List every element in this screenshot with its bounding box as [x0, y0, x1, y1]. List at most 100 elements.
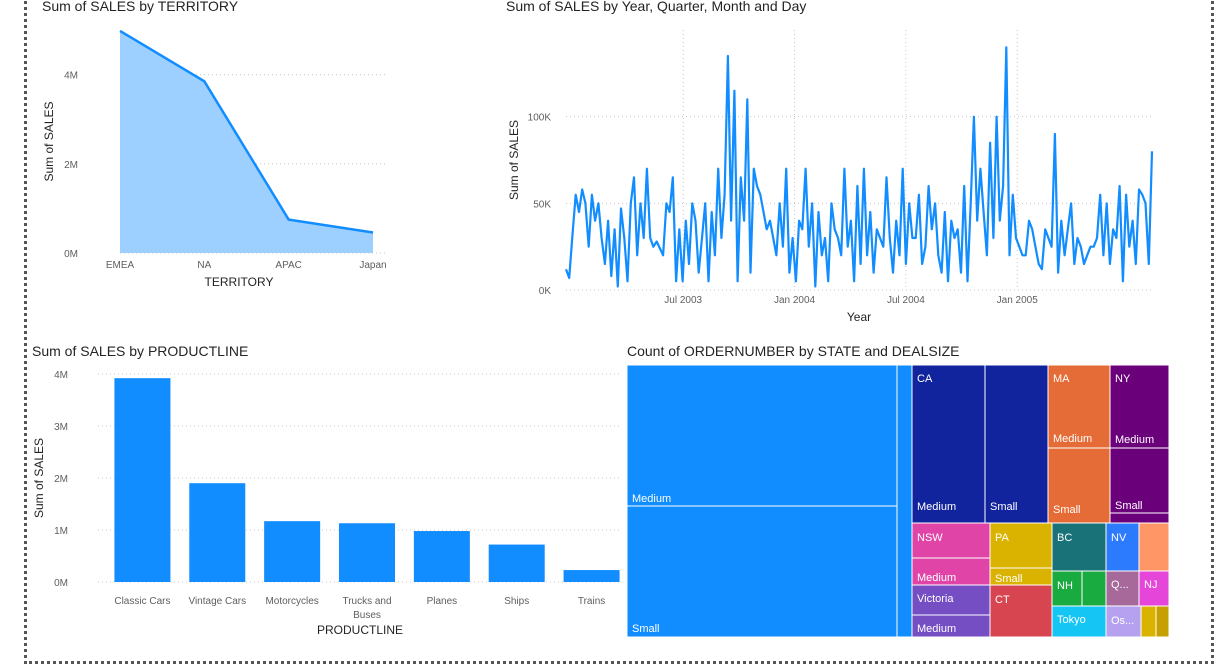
treemap-tile: [1051, 605, 1107, 638]
productline-bar-chart[interactable]: Sum of SALES by PRODUCTLINE 0M 1M 2M 3M 4M Cl…: [28, 340, 628, 640]
treemap-tile: [1105, 522, 1140, 572]
treemap-tile: [896, 364, 913, 638]
x-tick-label: Trucks and: [342, 596, 391, 607]
treemap-tile: [1047, 447, 1111, 524]
treemap-label: Small: [1053, 504, 1081, 516]
treemap-tile: [626, 364, 898, 507]
treemap-label: NY: [1115, 373, 1131, 385]
y-tick-label: 3M: [54, 422, 68, 433]
treemap-tile: [1109, 447, 1170, 514]
series-line: [564, 46, 1154, 288]
treemap-label: Medium: [917, 623, 956, 635]
treemap-tile: [1155, 605, 1170, 638]
x-tick-label: APAC: [275, 260, 302, 271]
x-tick-label: Trains: [578, 596, 605, 607]
treemap-label: PA: [995, 532, 1010, 544]
x-axis-title: PRODUCTLINE: [317, 623, 403, 637]
x-tick-label: Jul 2003: [664, 295, 702, 306]
bar: [413, 531, 470, 582]
timeseries-plot: 0K 50K 100K Jul 2003 Jan 2004 Jul 2004 Jan 200…: [507, 30, 1154, 324]
bar: [114, 378, 171, 582]
treemap-tile: [1047, 364, 1111, 449]
treemap-label: Medium: [1053, 433, 1092, 445]
productline-plot: 0M 1M 2M 3M 4M Classic Cars Vintage Cars Motorc…: [32, 370, 622, 637]
treemap-tile: [989, 522, 1053, 569]
x-tick-label: Jan 2005: [997, 295, 1039, 306]
y-tick-label: 0M: [54, 578, 68, 589]
territory-plot: 0M 2M 4M EMEA NA APAC Japan TERRITORY Sum of SAL…: [42, 29, 388, 289]
treemap-tile: [1081, 570, 1107, 607]
x-tick-label: EMEA: [106, 260, 135, 271]
treemap-label: Q...: [1111, 579, 1129, 591]
treemap-label: MA: [1053, 373, 1070, 385]
treemap-tile: [1109, 364, 1170, 449]
treemap-label: CT: [995, 594, 1010, 606]
sales-timeseries-line-chart[interactable]: Sum of SALES by Year, Quarter, Month and…: [500, 0, 1180, 330]
bar: [189, 483, 246, 582]
y-tick-label: 2M: [64, 160, 78, 171]
y-axis-title: Sum of SALES: [32, 438, 46, 518]
treemap-label: Medium: [632, 493, 671, 505]
treemap-label: NSW: [917, 532, 943, 544]
y-tick-label: 2M: [54, 474, 68, 485]
treemap-tile: [989, 584, 1053, 638]
x-tick-label: Ships: [504, 596, 529, 607]
x-tick-label: Planes: [427, 596, 458, 607]
y-tick-label: 100K: [528, 113, 552, 124]
treemap-tile: [1109, 512, 1170, 524]
treemap-tile: [1105, 605, 1142, 638]
chart-title: Sum of SALES by TERRITORY: [42, 0, 239, 14]
treemap-tile: [1138, 522, 1170, 572]
bar: [488, 544, 545, 582]
chart-title: Count of ORDERNUMBER by STATE and DEALSI…: [627, 343, 960, 359]
territory-area-chart[interactable]: Sum of SALES by TERRITORY 0M 2M 4M EMEA NA AP…: [38, 0, 398, 300]
treemap-label: Victoria: [917, 593, 954, 605]
state-dealsize-treemap[interactable]: Count of ORDERNUMBER by STATE and DEALSI…: [622, 340, 1182, 640]
y-tick-label: 4M: [54, 370, 68, 381]
treemap-label: BC: [1057, 532, 1072, 544]
chart-title: Sum of SALES by Year, Quarter, Month and…: [506, 0, 807, 14]
treemap-label: Medium: [917, 501, 956, 513]
x-axis-title: TERRITORY: [205, 275, 274, 289]
x-tick-label: Jan 2004: [774, 295, 816, 306]
treemap-tile: [984, 364, 1049, 524]
treemap-label: Small: [632, 623, 660, 635]
treemap-label: NV: [1111, 532, 1127, 544]
y-tick-label: 4M: [64, 71, 78, 82]
x-tick-label: Vintage Cars: [188, 596, 246, 607]
treemap-label: Small: [990, 501, 1018, 513]
y-tick-label: 50K: [533, 199, 551, 210]
x-tick-label: Jul 2004: [887, 295, 925, 306]
y-tick-label: 0K: [539, 286, 552, 297]
treemap-tile: [1105, 570, 1140, 607]
treemap-label: Small: [995, 573, 1023, 585]
x-axis-title: Year: [847, 310, 871, 324]
bar: [563, 570, 620, 582]
y-tick-label: 1M: [54, 526, 68, 537]
x-tick-label: Japan: [359, 260, 386, 271]
y-tick-label: 0M: [64, 249, 78, 260]
treemap-label: Tokyo: [1057, 614, 1086, 626]
treemap-label: Medium: [1115, 434, 1154, 446]
treemap-tile: [626, 505, 898, 638]
treemap-label: NH: [1057, 580, 1073, 592]
treemap-tile: [1138, 570, 1170, 607]
x-tick-label: Buses: [353, 610, 381, 621]
y-axis-title: Sum of SALES: [42, 101, 56, 181]
report-canvas-border: [24, 0, 1214, 664]
area-fill: [120, 30, 373, 254]
bar: [264, 521, 321, 582]
bar: [339, 523, 395, 582]
treemap-label: Os...: [1111, 615, 1134, 627]
x-tick-label: NA: [197, 260, 211, 271]
treemap-tile: [911, 522, 991, 559]
y-axis-title: Sum of SALES: [507, 120, 521, 200]
treemap-label: NJ: [1144, 579, 1157, 591]
treemap-tile: [1051, 522, 1107, 572]
treemap-plot: Medium Small CA Medium Small MA Medium S…: [626, 364, 1170, 638]
x-tick-label: Motorcycles: [265, 596, 318, 607]
x-tick-label: Classic Cars: [114, 596, 170, 607]
area-line: [119, 29, 374, 234]
chart-title: Sum of SALES by PRODUCTLINE: [32, 343, 249, 359]
treemap-label: CA: [917, 373, 933, 385]
